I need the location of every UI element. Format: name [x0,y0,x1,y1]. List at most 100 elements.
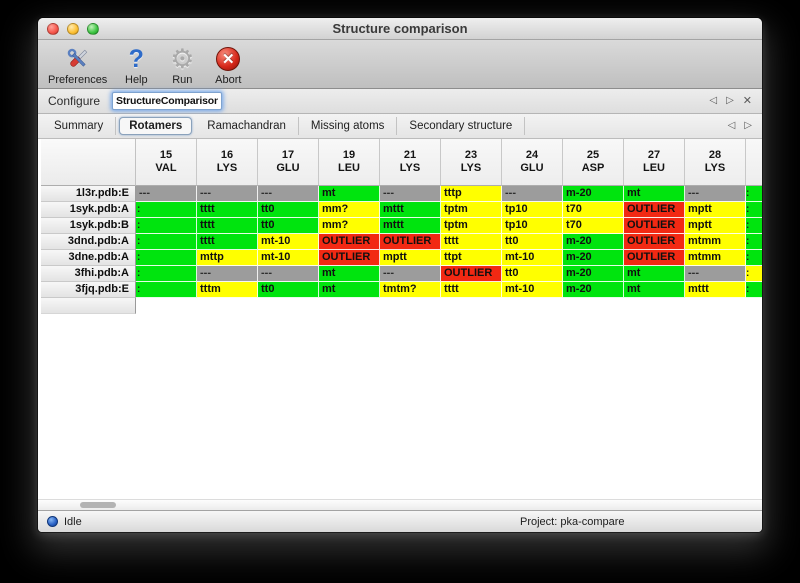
rotamer-cell[interactable] [136,234,197,250]
rotamer-cell[interactable]: tmtm? [380,282,441,298]
rotamer-cell[interactable]: tt0 [502,266,563,282]
rotamer-cell[interactable]: --- [685,186,746,202]
rotamer-cell[interactable]: tptm [441,218,502,234]
rotamer-cell[interactable]: m-20 [563,234,624,250]
tab-prev-icon[interactable] [728,121,736,131]
title-bar[interactable]: Structure comparison [38,18,762,40]
rotamer-cell[interactable]: mtmm [685,234,746,250]
rotamer-cell[interactable]: mt-10 [258,234,319,250]
rotamer-cell[interactable]: OUTLIER [624,218,685,234]
rotamer-cell[interactable]: mptt [380,250,441,266]
help-button[interactable]: ? Help [119,44,153,86]
scrollbar-thumb[interactable] [80,502,116,508]
row-label[interactable]: 3dne.pdb:A [41,250,136,266]
rotamer-cell[interactable]: tp10 [502,202,563,218]
row-label[interactable]: 1l3r.pdb:E [41,186,136,202]
rotamer-cell[interactable]: m-20 [563,282,624,298]
rotamer-cell[interactable]: tttt [441,282,502,298]
tab-secondary-structure[interactable]: Secondary structure [397,117,526,135]
rotamer-cell[interactable]: t70 [563,218,624,234]
rotamer-cell[interactable]: mt-10 [502,282,563,298]
rotamer-cell[interactable]: --- [685,266,746,282]
rotamer-cell[interactable]: mttp [197,250,258,266]
rotamer-cell[interactable]: m-20 [563,186,624,202]
horizontal-scrollbar[interactable] [38,499,762,510]
rotamer-cell[interactable]: tttt [197,218,258,234]
close-panel-icon[interactable] [743,96,752,107]
rotamer-cell[interactable]: --- [197,266,258,282]
row-label[interactable]: 1syk.pdb:B [41,218,136,234]
rotamer-cell[interactable]: m-20 [563,250,624,266]
rotamer-cell[interactable]: mttt [380,202,441,218]
rotamer-cell[interactable]: OUTLIER [380,234,441,250]
rotamer-cell-clipped[interactable] [746,282,762,298]
rotamer-cell[interactable]: mtmm [685,250,746,266]
rotamer-cell-clipped[interactable] [746,234,762,250]
rotamer-cell[interactable]: --- [136,186,197,202]
rotamer-cell[interactable]: tttt [197,234,258,250]
rotamer-cell[interactable]: tptm [441,202,502,218]
rotamer-cell[interactable]: mt [624,282,685,298]
rotamer-cell[interactable]: --- [380,266,441,282]
rotamer-cell[interactable] [136,266,197,282]
row-label[interactable]: 1syk.pdb:A [41,202,136,218]
rotamer-cell[interactable]: t70 [563,202,624,218]
rotamer-cell[interactable]: mttt [380,218,441,234]
rotamer-cell[interactable]: OUTLIER [624,202,685,218]
row-label[interactable]: 3fhi.pdb:A [41,266,136,282]
rotamer-cell[interactable]: tp10 [502,218,563,234]
rotamer-cell[interactable]: OUTLIER [319,234,380,250]
rotamer-cell[interactable]: mt-10 [258,250,319,266]
rotamer-cell-clipped[interactable] [746,186,762,202]
row-label[interactable]: 3dnd.pdb:A [41,234,136,250]
rotamer-cell-clipped[interactable] [746,266,762,282]
rotamer-cell[interactable]: tt0 [502,234,563,250]
rotamer-cell[interactable]: mptt [685,218,746,234]
rotamer-cell[interactable]: mt [319,282,380,298]
rotamer-cell[interactable]: --- [380,186,441,202]
rotamer-cell[interactable]: tttm [197,282,258,298]
rotamer-cell-clipped[interactable] [746,202,762,218]
rotamer-cell[interactable]: mm? [319,202,380,218]
nav-next-icon[interactable] [726,96,734,106]
rotamer-cell[interactable]: tttt [197,202,258,218]
rotamer-cell[interactable]: mt [624,266,685,282]
row-label[interactable]: 3fjq.pdb:E [41,282,136,298]
rotamer-cell[interactable]: tttt [441,234,502,250]
rotamer-cell[interactable]: mm? [319,218,380,234]
rotamer-cell[interactable]: tttp [441,186,502,202]
rotamer-cell-clipped[interactable] [746,218,762,234]
tab-summary[interactable]: Summary [42,117,117,135]
configure-input[interactable] [112,92,223,110]
rotamer-cell[interactable] [136,218,197,234]
tab-missing-atoms[interactable]: Missing atoms [299,117,398,135]
rotamer-cell[interactable]: tt0 [258,202,319,218]
rotamer-cell[interactable]: mptt [685,202,746,218]
rotamer-cell[interactable]: mt [624,186,685,202]
tab-rotamers[interactable]: Rotamers [119,117,193,135]
rotamer-cell[interactable]: --- [502,186,563,202]
tab-ramachandran[interactable]: Ramachandran [195,117,299,135]
rotamer-cell[interactable]: mt-10 [502,250,563,266]
abort-button[interactable]: ✕ Abort [211,44,245,86]
zoom-window-button[interactable] [87,23,99,35]
rotamer-cell[interactable]: OUTLIER [319,250,380,266]
nav-prev-icon[interactable] [709,96,717,106]
rotamer-cell[interactable]: OUTLIER [624,250,685,266]
run-button[interactable]: ⚙ Run [165,44,199,86]
minimize-window-button[interactable] [67,23,79,35]
tab-next-icon[interactable] [744,121,752,131]
rotamer-cell[interactable]: mt [319,266,380,282]
rotamer-cell[interactable]: --- [258,186,319,202]
rotamer-cell[interactable]: OUTLIER [441,266,502,282]
rotamer-cell-clipped[interactable] [746,250,762,266]
rotamer-cell[interactable]: tt0 [258,282,319,298]
rotamer-cell[interactable]: mttt [685,282,746,298]
rotamer-cell[interactable]: ttpt [441,250,502,266]
rotamer-cell[interactable]: OUTLIER [624,234,685,250]
rotamer-cell[interactable]: m-20 [563,266,624,282]
rotamer-cell[interactable] [136,202,197,218]
rotamer-cell[interactable]: --- [197,186,258,202]
rotamer-cell[interactable]: mt [319,186,380,202]
rotamer-cell[interactable] [136,250,197,266]
